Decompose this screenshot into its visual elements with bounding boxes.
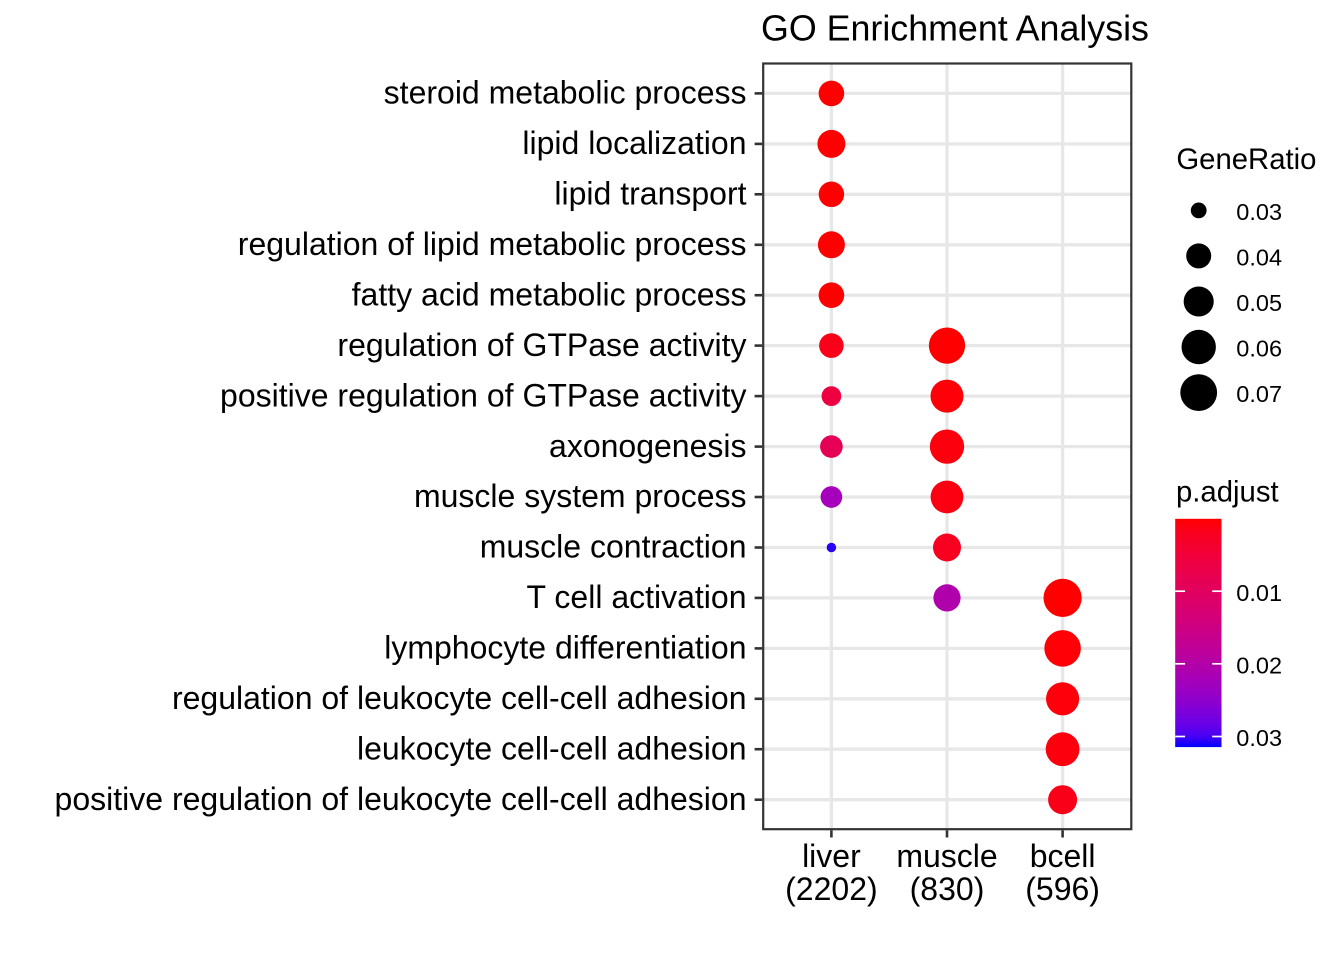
svg-text:muscle: muscle xyxy=(896,838,997,874)
svg-text:(2202): (2202) xyxy=(785,871,878,907)
svg-text:regulation of lipid metabolic: regulation of lipid metabolic process xyxy=(238,226,747,262)
svg-text:0.04: 0.04 xyxy=(1236,245,1282,271)
svg-text:(596): (596) xyxy=(1025,871,1100,907)
svg-text:steroid metabolic process: steroid metabolic process xyxy=(384,75,747,111)
svg-text:muscle system process: muscle system process xyxy=(414,478,747,514)
svg-text:0.03: 0.03 xyxy=(1236,199,1282,225)
svg-text:GeneRatio: GeneRatio xyxy=(1176,143,1316,176)
svg-text:axonogenesis: axonogenesis xyxy=(549,428,746,464)
svg-text:liver: liver xyxy=(802,838,861,874)
svg-text:0.02: 0.02 xyxy=(1236,652,1282,678)
svg-text:0.05: 0.05 xyxy=(1236,290,1282,316)
svg-text:0.06: 0.06 xyxy=(1236,336,1282,362)
svg-text:bcell: bcell xyxy=(1030,838,1096,874)
svg-text:GO Enrichment Analysis: GO Enrichment Analysis xyxy=(761,9,1149,49)
svg-text:(830): (830) xyxy=(910,871,985,907)
svg-text:0.07: 0.07 xyxy=(1236,381,1282,407)
svg-text:lipid localization: lipid localization xyxy=(522,125,746,161)
svg-text:regulation of GTPase activity: regulation of GTPase activity xyxy=(337,327,746,363)
svg-text:0.03: 0.03 xyxy=(1236,725,1282,751)
svg-text:lipid transport: lipid transport xyxy=(554,176,746,212)
svg-text:fatty acid metabolic process: fatty acid metabolic process xyxy=(352,276,747,312)
svg-text:leukocyte cell-cell adhesion: leukocyte cell-cell adhesion xyxy=(357,731,747,767)
svg-text:regulation of leukocyte cell-c: regulation of leukocyte cell-cell adhesi… xyxy=(172,680,747,716)
svg-text:muscle contraction: muscle contraction xyxy=(480,529,747,565)
svg-text:positive regulation of GTPase: positive regulation of GTPase activity xyxy=(220,377,746,413)
svg-text:lymphocyte differentiation: lymphocyte differentiation xyxy=(384,630,746,666)
svg-text:0.01: 0.01 xyxy=(1236,580,1282,606)
svg-text:T cell activation: T cell activation xyxy=(527,579,747,615)
svg-text:p.adjust: p.adjust xyxy=(1176,475,1279,508)
svg-text:positive regulation of leukocy: positive regulation of leukocyte cell-ce… xyxy=(55,781,747,817)
